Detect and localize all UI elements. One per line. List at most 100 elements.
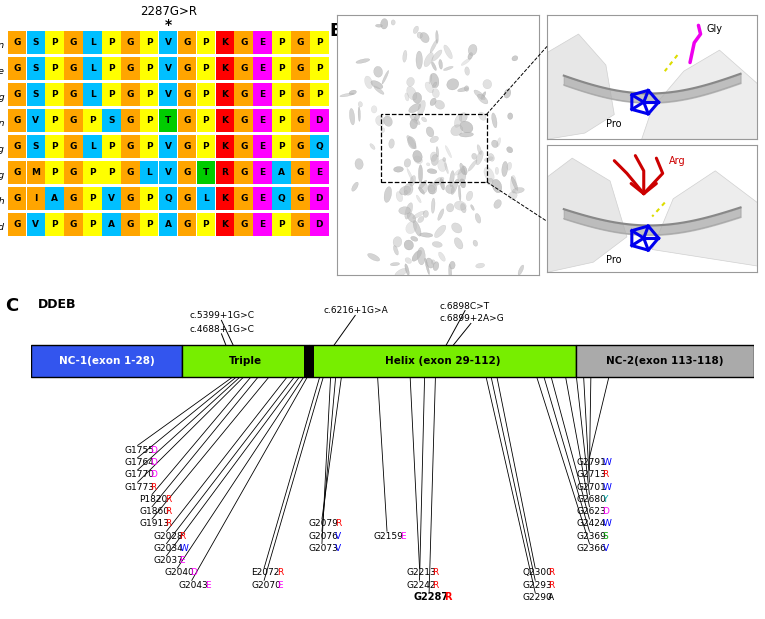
Bar xyxy=(234,83,253,106)
Bar xyxy=(140,187,158,210)
Text: D: D xyxy=(315,220,323,229)
Ellipse shape xyxy=(365,76,373,89)
Ellipse shape xyxy=(418,180,427,189)
Ellipse shape xyxy=(439,59,442,69)
Text: G: G xyxy=(240,194,247,203)
Text: D: D xyxy=(315,194,323,203)
Text: S: S xyxy=(108,116,115,125)
Ellipse shape xyxy=(425,82,434,93)
Ellipse shape xyxy=(474,90,485,100)
Text: A: A xyxy=(51,194,58,203)
Ellipse shape xyxy=(424,53,433,67)
Ellipse shape xyxy=(436,147,439,157)
Text: Gly: Gly xyxy=(707,24,723,34)
Ellipse shape xyxy=(399,207,411,214)
Text: A: A xyxy=(278,168,285,177)
Text: G: G xyxy=(184,220,190,229)
Bar xyxy=(83,83,102,106)
Ellipse shape xyxy=(477,94,488,104)
Bar xyxy=(45,161,64,184)
Ellipse shape xyxy=(433,262,439,271)
Text: V: V xyxy=(164,142,171,151)
Ellipse shape xyxy=(483,79,492,89)
Text: G1773: G1773 xyxy=(125,483,155,491)
Text: P: P xyxy=(51,142,58,151)
Ellipse shape xyxy=(430,136,438,142)
Ellipse shape xyxy=(371,80,382,89)
Ellipse shape xyxy=(507,162,512,170)
Bar xyxy=(159,109,177,132)
Text: E: E xyxy=(259,168,265,177)
Text: G2369: G2369 xyxy=(576,532,607,540)
Ellipse shape xyxy=(418,187,425,194)
Ellipse shape xyxy=(395,269,407,277)
Ellipse shape xyxy=(418,217,424,223)
Ellipse shape xyxy=(457,87,468,92)
Text: G: G xyxy=(127,142,134,151)
Ellipse shape xyxy=(454,168,464,175)
Ellipse shape xyxy=(462,166,467,175)
Text: I: I xyxy=(34,194,37,203)
Bar xyxy=(310,135,329,158)
Ellipse shape xyxy=(508,113,513,119)
Ellipse shape xyxy=(444,66,453,71)
Bar xyxy=(272,135,291,158)
Text: G: G xyxy=(70,194,77,203)
Bar xyxy=(27,213,45,236)
Ellipse shape xyxy=(454,238,463,249)
Ellipse shape xyxy=(460,163,464,174)
Text: G2070: G2070 xyxy=(251,581,281,590)
Text: P: P xyxy=(203,220,209,229)
Text: G: G xyxy=(184,116,190,125)
Text: P: P xyxy=(90,116,96,125)
Bar xyxy=(197,161,215,184)
Text: V: V xyxy=(164,168,171,177)
Bar xyxy=(8,57,26,80)
Ellipse shape xyxy=(368,253,379,261)
Bar xyxy=(177,161,197,184)
Ellipse shape xyxy=(420,233,433,237)
Ellipse shape xyxy=(450,171,454,187)
Text: G2713: G2713 xyxy=(576,470,607,479)
Bar xyxy=(83,31,102,54)
Text: zebrafish: zebrafish xyxy=(0,197,5,206)
Ellipse shape xyxy=(479,112,486,120)
Bar xyxy=(45,57,64,80)
Text: G: G xyxy=(127,168,134,177)
Ellipse shape xyxy=(451,125,463,136)
Text: G: G xyxy=(70,64,77,73)
Ellipse shape xyxy=(420,32,429,43)
Ellipse shape xyxy=(435,100,444,109)
Text: G: G xyxy=(13,90,21,99)
Text: R: R xyxy=(444,592,452,602)
Text: R: R xyxy=(549,581,555,590)
Bar xyxy=(83,109,102,132)
Text: G: G xyxy=(70,168,77,177)
Text: L: L xyxy=(90,64,96,73)
Ellipse shape xyxy=(416,195,422,203)
Text: K: K xyxy=(221,90,228,99)
Text: G2287: G2287 xyxy=(414,592,449,602)
Bar xyxy=(45,83,64,106)
Ellipse shape xyxy=(383,116,392,126)
Text: E: E xyxy=(205,581,210,590)
Bar xyxy=(27,161,45,184)
Text: E: E xyxy=(259,116,265,125)
Bar xyxy=(159,213,177,236)
Bar xyxy=(45,187,64,210)
Bar xyxy=(159,31,177,54)
Bar xyxy=(64,213,83,236)
Text: human: human xyxy=(0,41,5,50)
Bar xyxy=(216,83,234,106)
Text: Q: Q xyxy=(278,194,285,203)
Text: Q2300: Q2300 xyxy=(522,568,552,578)
Text: chicken: chicken xyxy=(0,119,5,128)
Text: K: K xyxy=(221,116,228,125)
Bar xyxy=(234,31,253,54)
Bar xyxy=(159,187,177,210)
Bar xyxy=(253,109,272,132)
Ellipse shape xyxy=(506,147,513,153)
Text: G: G xyxy=(70,116,77,125)
Bar xyxy=(576,345,754,377)
Text: E: E xyxy=(259,194,265,203)
